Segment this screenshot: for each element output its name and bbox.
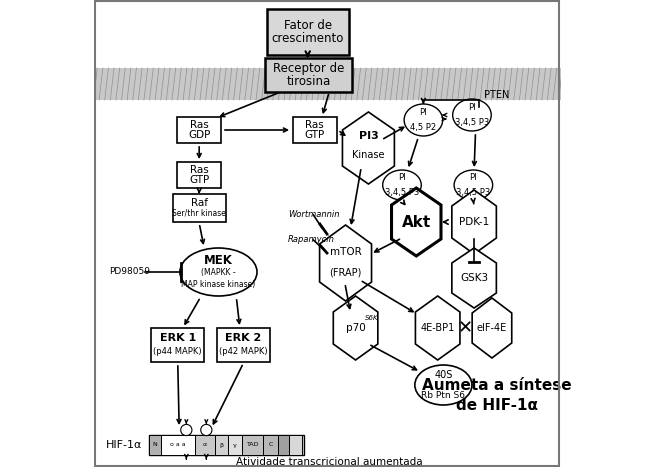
Text: C: C [268, 443, 273, 447]
Text: 3,4,5 P3: 3,4,5 P3 [385, 188, 419, 197]
FancyBboxPatch shape [242, 435, 264, 455]
Polygon shape [320, 225, 371, 301]
Text: PDK-1: PDK-1 [459, 217, 489, 227]
FancyBboxPatch shape [195, 435, 215, 455]
Text: PTEN: PTEN [484, 90, 509, 100]
Text: Ras: Ras [190, 165, 209, 175]
Text: 4E-BP1: 4E-BP1 [421, 323, 455, 333]
Text: (p42 MAPK): (p42 MAPK) [219, 347, 267, 356]
FancyBboxPatch shape [215, 435, 228, 455]
Text: β: β [219, 443, 223, 447]
FancyBboxPatch shape [177, 162, 221, 188]
Text: mTOR: mTOR [330, 247, 362, 257]
Ellipse shape [453, 99, 491, 131]
Ellipse shape [415, 365, 472, 405]
FancyBboxPatch shape [265, 58, 352, 92]
FancyBboxPatch shape [264, 435, 278, 455]
Text: PI3: PI3 [358, 131, 378, 142]
FancyBboxPatch shape [149, 435, 304, 455]
Text: ERK 2: ERK 2 [226, 333, 262, 343]
Text: PI: PI [398, 173, 405, 182]
Text: Rapamycin: Rapamycin [288, 235, 335, 245]
FancyBboxPatch shape [278, 435, 289, 455]
FancyBboxPatch shape [228, 435, 242, 455]
Text: HIF-1α: HIF-1α [106, 440, 142, 450]
Ellipse shape [383, 170, 421, 200]
Polygon shape [343, 112, 394, 184]
Ellipse shape [404, 104, 443, 136]
Text: 3,4,5 P3: 3,4,5 P3 [456, 188, 490, 197]
Polygon shape [452, 190, 496, 254]
FancyBboxPatch shape [149, 435, 161, 455]
Text: Rb Ptn S6: Rb Ptn S6 [421, 391, 466, 400]
FancyBboxPatch shape [217, 328, 270, 362]
FancyBboxPatch shape [151, 328, 204, 362]
Text: tirosina: tirosina [286, 75, 330, 88]
Polygon shape [472, 298, 511, 358]
Text: PI: PI [470, 173, 477, 182]
Text: PI: PI [420, 108, 427, 118]
Text: o a a: o a a [170, 443, 186, 447]
Text: 40S: 40S [434, 370, 453, 380]
Text: α: α [203, 443, 207, 447]
FancyBboxPatch shape [289, 435, 302, 455]
Text: Ras: Ras [305, 120, 324, 130]
Text: eIF-4E: eIF-4E [477, 323, 507, 333]
FancyBboxPatch shape [267, 9, 349, 55]
Text: Akt: Akt [402, 214, 431, 229]
Text: Ras: Ras [190, 120, 209, 130]
Circle shape [181, 425, 192, 436]
Text: GSK3: GSK3 [460, 273, 488, 283]
Polygon shape [392, 188, 441, 256]
Text: Ser/thr kinase: Ser/thr kinase [172, 209, 226, 218]
Text: γ: γ [233, 443, 237, 447]
Text: Kinase: Kinase [352, 150, 385, 160]
Text: Fator de: Fator de [284, 19, 332, 32]
Polygon shape [452, 248, 496, 308]
FancyBboxPatch shape [94, 68, 560, 100]
Text: Raf: Raf [191, 198, 208, 208]
Polygon shape [334, 296, 378, 360]
Text: de HIF-1α: de HIF-1α [456, 397, 538, 412]
Text: Receptor de: Receptor de [273, 62, 344, 75]
Text: ✕: ✕ [458, 319, 473, 337]
Ellipse shape [454, 170, 492, 200]
Text: TAD: TAD [247, 443, 259, 447]
Text: (FRAP): (FRAP) [330, 267, 362, 277]
Text: (MAPKK -: (MAPKK - [201, 268, 236, 276]
FancyBboxPatch shape [161, 435, 195, 455]
FancyBboxPatch shape [173, 194, 226, 222]
Text: Atividade transcricional aumentada: Atividade transcricional aumentada [236, 457, 422, 467]
Polygon shape [415, 296, 460, 360]
Text: ERK 1: ERK 1 [160, 333, 196, 343]
Text: 4,5 P2: 4,5 P2 [410, 122, 436, 132]
Text: p: p [184, 427, 188, 433]
Text: MEK: MEK [204, 254, 233, 267]
Text: S6K: S6K [365, 315, 379, 321]
Text: Aumeta a síntese: Aumeta a síntese [422, 377, 572, 392]
Text: MAP kinase kinase): MAP kinase kinase) [181, 280, 256, 289]
Text: p70: p70 [346, 323, 366, 333]
Text: PD98059: PD98059 [109, 268, 150, 276]
Text: crescimento: crescimento [271, 32, 344, 45]
Text: GTP: GTP [189, 175, 209, 185]
Circle shape [201, 425, 212, 436]
Text: N: N [152, 443, 157, 447]
FancyBboxPatch shape [177, 117, 221, 143]
Text: GTP: GTP [305, 130, 325, 140]
Text: GDP: GDP [188, 130, 211, 140]
Text: PI: PI [468, 104, 475, 113]
Text: 3,4,5 P3: 3,4,5 P3 [455, 118, 489, 127]
Text: Wortmannin: Wortmannin [288, 211, 339, 219]
FancyBboxPatch shape [293, 117, 337, 143]
Text: p: p [204, 427, 209, 433]
Ellipse shape [180, 248, 257, 296]
Text: (p44 MAPK): (p44 MAPK) [154, 347, 202, 356]
